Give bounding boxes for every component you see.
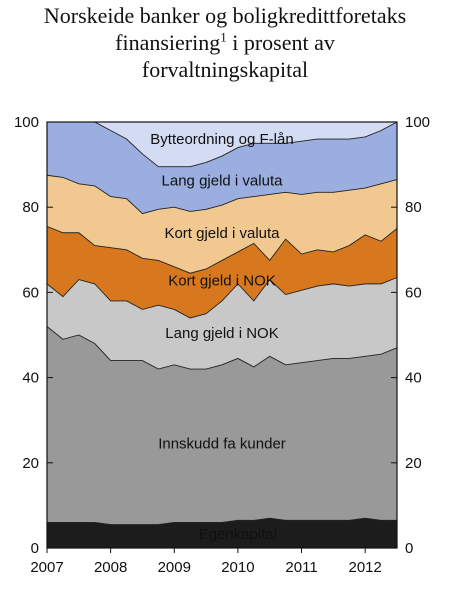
boundary-egenkapital [47,517,397,526]
layer-labels: Egenkapital Innskudd fa kunder Lang gjeld … [150,131,293,543]
area-kort-gjeld-i-nok [47,226,397,318]
x-tick-label: 2008 [94,559,127,576]
title-footnote-marker: 1 [220,29,227,45]
layer-label-kort-gjeld-i-nok: Kort gjeld i NOK [168,273,276,290]
y-tick-label-left: 60 [22,284,39,301]
area-lang-gjeld-i-valuta [47,122,397,214]
y-tick-label-right: 40 [405,370,422,387]
boundary-lang-gjeld-i-nok [46,277,398,319]
chart-title: Norskeide banker og boligkredittforetaks… [0,2,450,83]
y-tick-label-right: 60 [405,284,422,301]
title-line-3: forvaltningskapital [141,57,309,82]
area-bytteordning-og-f-lan [47,122,397,167]
y-tick-label-right: 100 [405,114,430,131]
title-line-2: finansiering1 i prosent av [0,29,450,56]
chart-axes: 0 0 20 20 40 40 60 60 80 80 100 100 2007 2008 2009 2010… [14,114,430,576]
layer-label-kort-gjeld-i-valuta: Kort gjeld i valuta [164,225,280,242]
y-tick-label-left: 0 [31,540,39,557]
layer-label-lang-gjeld-i-nok: Lang gjeld i NOK [165,325,278,342]
boundary-innskudd-fa-kunder [46,326,398,370]
x-tick-label: 2007 [30,559,63,576]
x-tick-label: 2012 [348,559,381,576]
boundary-kort-gjeld-i-valuta [46,174,398,215]
y-tick-label-right: 20 [405,455,422,472]
y-tick-label-left: 100 [14,114,39,131]
area-kort-gjeld-i-valuta [47,175,397,274]
x-tick-label: 2010 [221,559,254,576]
title-line-2-text: finansiering [115,30,221,55]
plot-frame [46,121,398,549]
area-egenkapital [47,518,397,548]
layer-label-bytteordning-og-f-lan: Bytteordning og F-lån [150,131,293,148]
x-tick-label: 2011 [285,559,317,576]
title-line-1: Norskeide banker og boligkredittforetaks [43,3,407,28]
y-tick-label-left: 40 [22,370,39,387]
y-tick-label-right: 80 [405,199,422,216]
layer-label-innskudd-fa-kunder: Innskudd fa kunder [158,436,286,453]
area-innskudd-fa-kunder [47,326,397,525]
x-tick-label: 2009 [158,559,191,576]
y-tick-label-right: 0 [405,540,413,557]
layer-label-egenkapital: Egenkapital [199,526,277,543]
area-lang-gjeld-i-nok [47,277,397,370]
boundary-kort-gjeld-i-nok [46,225,398,274]
boundary-lang-gjeld-i-valuta [47,121,398,168]
y-tick-label-left: 20 [22,455,39,472]
layer-label-lang-gjeld-i-valuta: Lang gjeld i valuta [162,173,284,190]
area-layers [46,121,398,548]
title-line-2-rest: i prosent av [226,30,335,55]
y-tick-label-left: 80 [22,199,39,216]
